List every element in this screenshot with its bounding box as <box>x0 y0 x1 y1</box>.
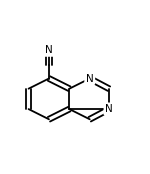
Text: N: N <box>86 73 94 84</box>
Text: N: N <box>105 104 113 114</box>
Text: N: N <box>45 45 53 55</box>
